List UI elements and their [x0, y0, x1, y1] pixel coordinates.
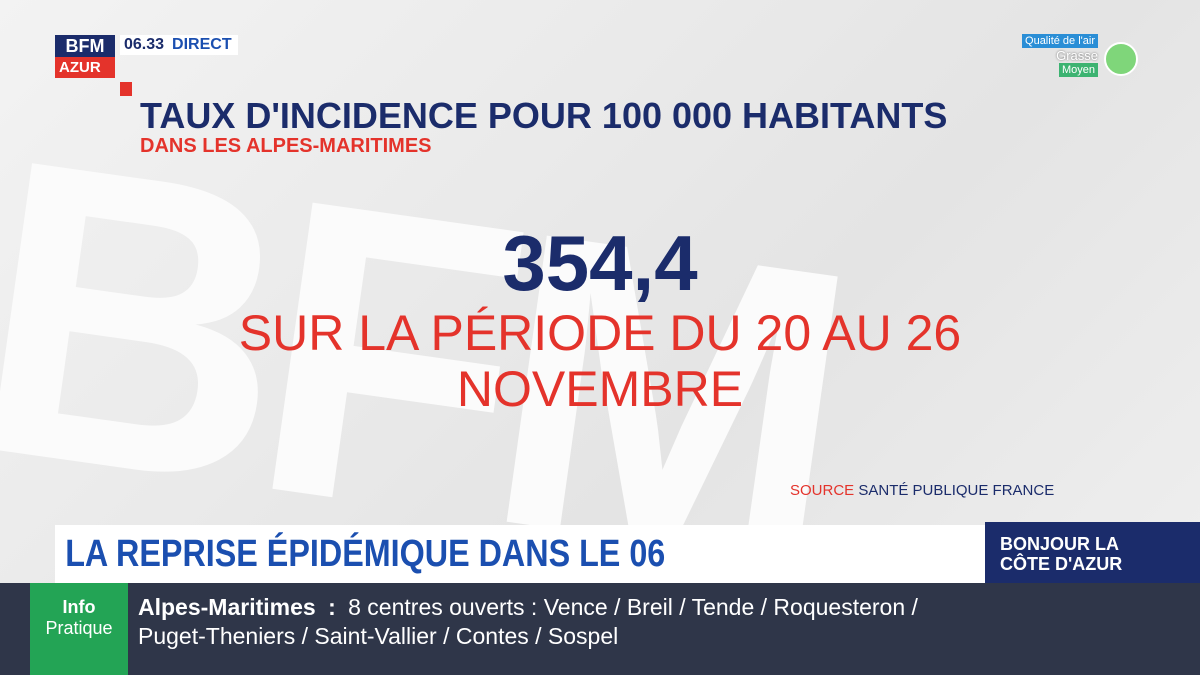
figure-value: 354,4 — [502, 219, 698, 307]
source-text: SANTÉ PUBLIQUE FRANCE — [858, 482, 1055, 499]
headline-title: TAUX D'INCIDENCE POUR 100 000 HABITANTS — [140, 95, 948, 136]
banner: LA REPRISE ÉPIDÉMIQUE DANS LE 06 — [55, 525, 985, 583]
ticker: Info Pratique Alpes-Maritimes : 8 centre… — [0, 583, 1200, 675]
air-quality: Qualité de l'air Grasse Moyen — [1008, 34, 1098, 77]
ticker-tag: Info Pratique — [30, 583, 128, 675]
show-name-ext — [1130, 522, 1200, 583]
figure-period: SUR LA PÉRIODE DU 20 AU 26 NOVEMBRE — [238, 305, 962, 417]
logo: BFM AZUR — [55, 35, 115, 80]
clock-bar: 06.33 DIRECT — [120, 35, 238, 55]
ticker-body: 8 centres ouverts : Vence / Breil / Tend… — [138, 594, 918, 649]
air-city: Grasse — [1056, 48, 1098, 63]
logo-top: BFM — [55, 35, 115, 57]
ticker-sep: : — [328, 594, 336, 620]
air-title: Qualité de l'air — [1022, 34, 1098, 48]
clock: 06.33 — [124, 36, 165, 53]
air-icon — [1104, 42, 1138, 76]
logo-bottom: AZUR — [55, 57, 115, 78]
tag-top: Info — [62, 597, 96, 617]
red-square — [120, 82, 132, 96]
source: SOURCE SANTÉ PUBLIQUE FRANCE — [790, 482, 1054, 499]
air-level: Moyen — [1058, 63, 1098, 77]
ticker-text: Alpes-Maritimes : 8 centres ouverts : Ve… — [138, 593, 938, 651]
banner-title: LA REPRISE ÉPIDÉMIQUE DANS LE 06 — [65, 533, 666, 575]
ticker-place: Alpes-Maritimes — [138, 594, 316, 620]
live: DIRECT — [172, 36, 232, 53]
tag-bottom: Pratique — [45, 618, 113, 638]
headline-subtitle: DANS LES ALPES-MARITIMES — [140, 135, 432, 157]
show-name: BONJOUR LA CÔTE D'AZUR — [985, 522, 1130, 583]
source-label: SOURCE — [790, 482, 855, 499]
